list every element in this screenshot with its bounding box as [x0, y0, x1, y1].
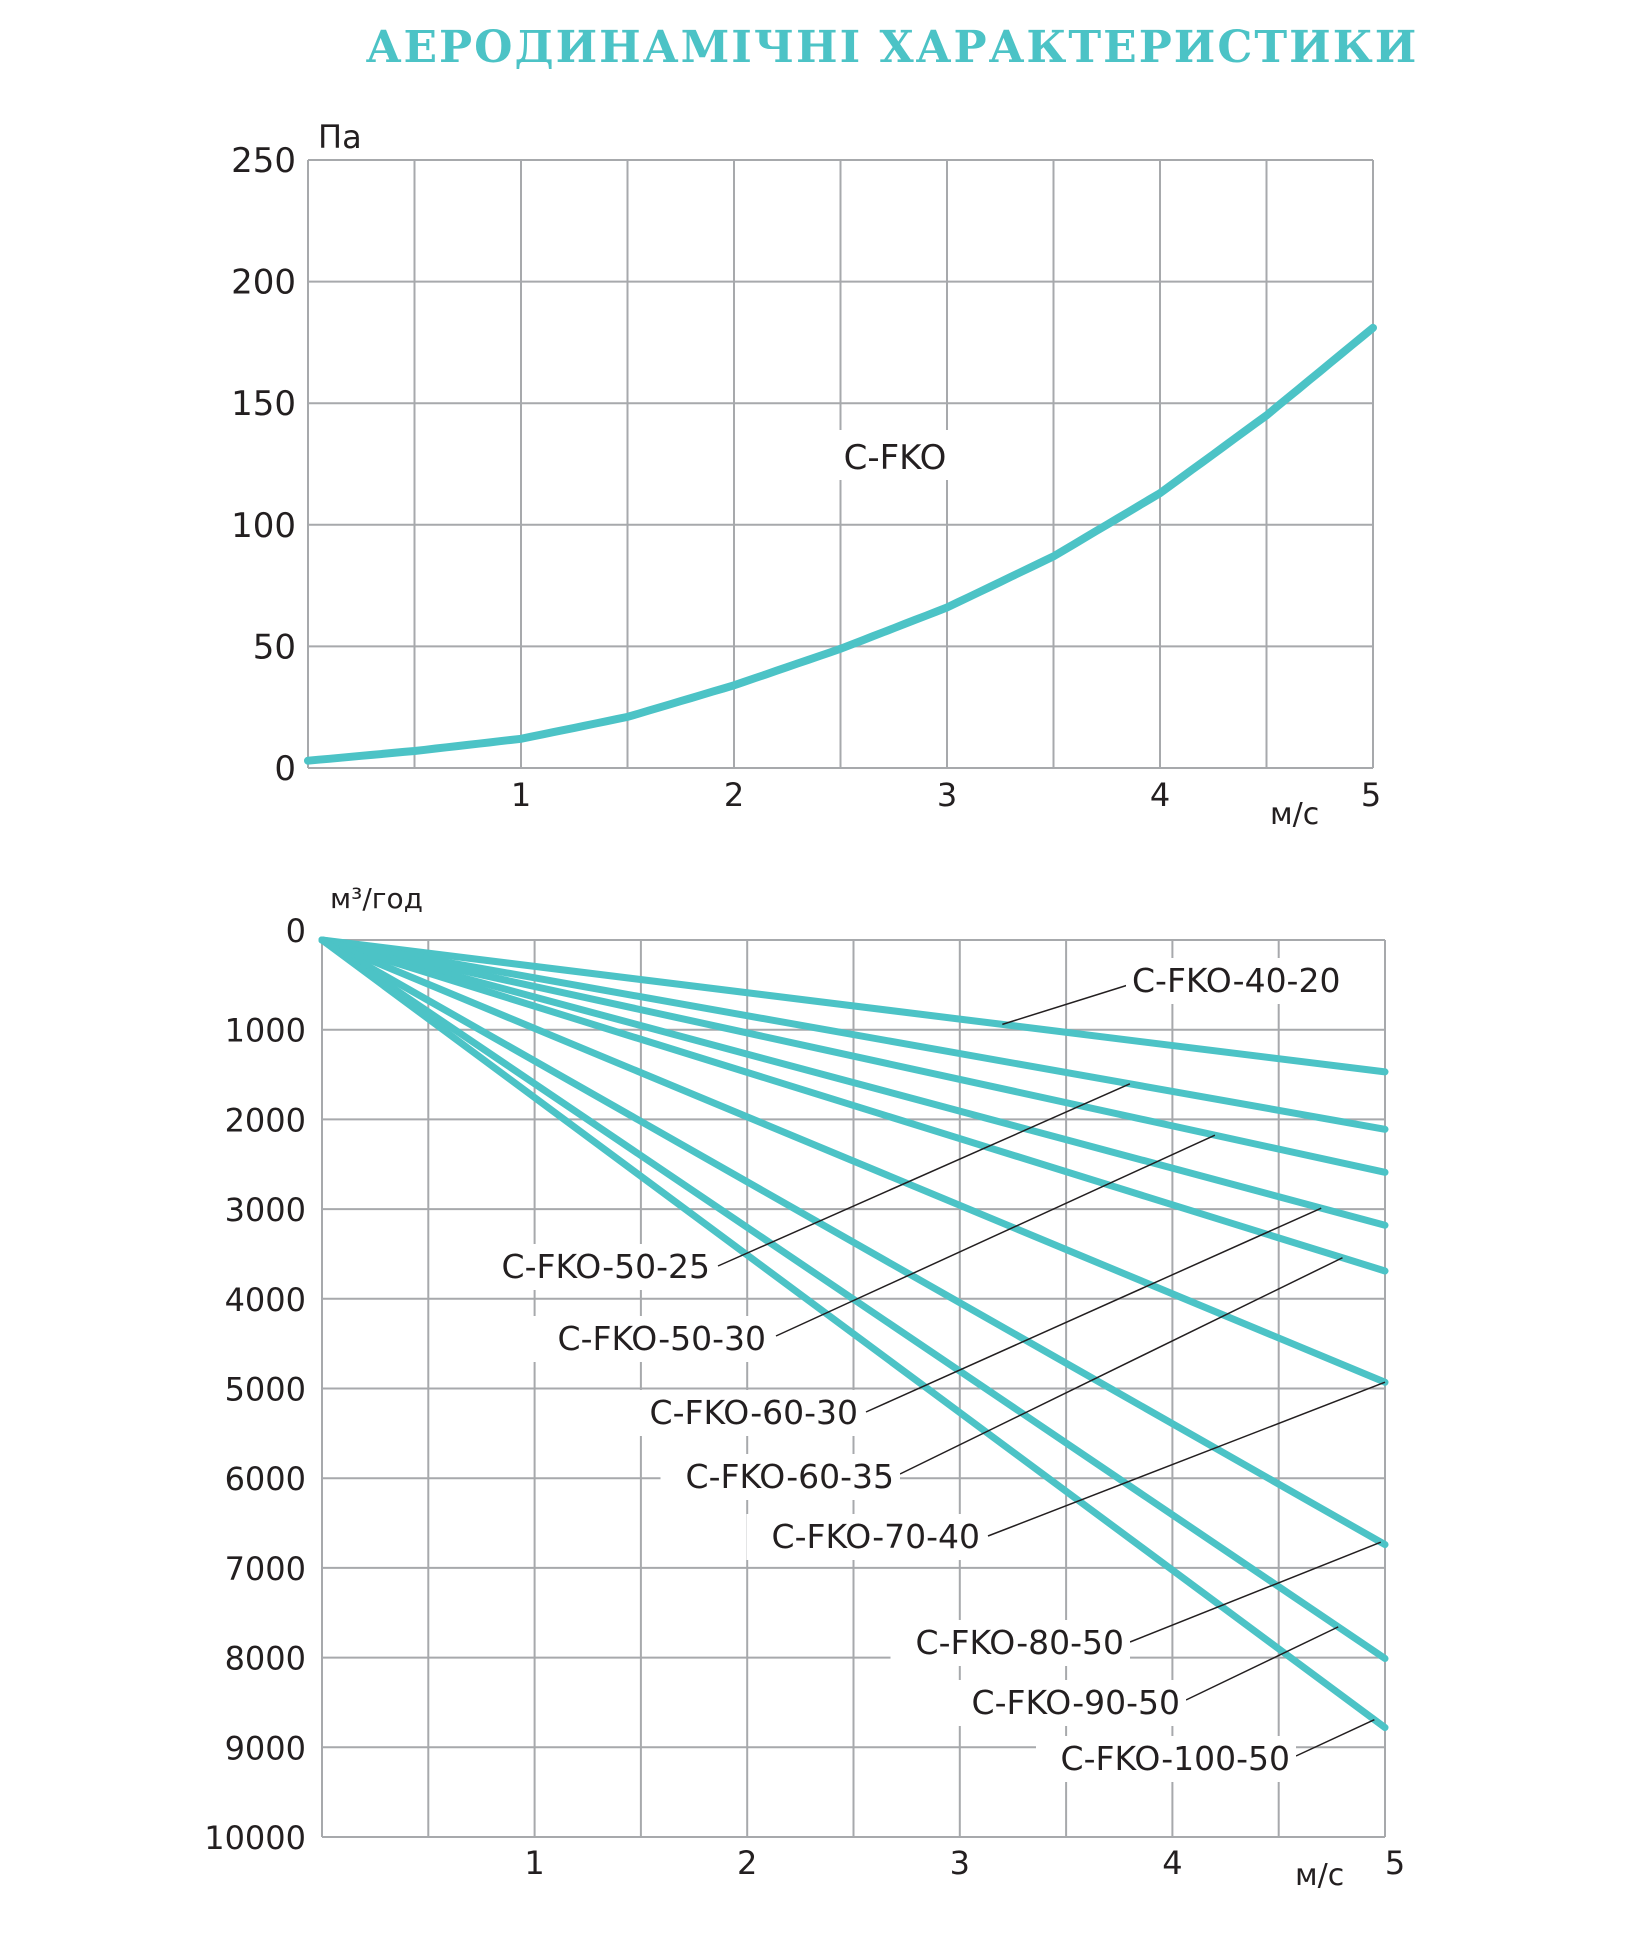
page-title: АЕРОДИНАМІЧНІ ХАРАКТЕРИСТИКИ [365, 22, 1419, 73]
y-tick-label: 3000 [225, 1191, 306, 1229]
y-tick-label: 4000 [225, 1281, 306, 1319]
series-label-c-fko-60-35: C-FKO-60-35 [686, 1457, 894, 1496]
series-label-background [660, 1454, 900, 1500]
series-line-c-fko-40-20 [318, 936, 1389, 1076]
y-axis-label: Па [318, 118, 362, 156]
series-line-c-fko-80-50 [318, 936, 1389, 1549]
x-tick-label: 2 [724, 776, 744, 814]
series-line-c-fko-60-35 [318, 936, 1389, 1275]
series-label-c-fko-90-50: C-FKO-90-50 [972, 1683, 1180, 1722]
series-label-background [476, 1244, 716, 1290]
series-label-c-fko-50-30: C-FKO-50-30 [558, 1319, 766, 1358]
leader-line-c-fko-60-30 [865, 1207, 1322, 1413]
leader-line-c-fko-100-50 [1295, 1719, 1375, 1757]
series-line-c-fko-50-30 [318, 936, 1389, 1176]
y-tick-label: 2000 [225, 1101, 306, 1139]
x-tick-label: 1 [511, 776, 531, 814]
series-label-background [890, 1620, 1130, 1666]
y-tick-label: 250 [231, 141, 296, 181]
leader-line-c-fko-50-30 [775, 1134, 1216, 1337]
y-tick-label: 0 [274, 749, 296, 789]
series-label-background [532, 1316, 772, 1362]
pressure-chart: 0 50 100 150 200 250 1 2 3 4 5 Па м/с C-FKO [231, 118, 1381, 830]
y-tick-label: 100 [231, 506, 296, 546]
series-line-c-fko-50-25 [318, 936, 1389, 1133]
leader-line-c-fko-90-50 [1185, 1626, 1339, 1701]
y-tick-label: 50 [253, 627, 296, 667]
x-tick-label: 5 [1361, 776, 1381, 814]
y-tick-label: 5000 [225, 1371, 306, 1409]
series-label-background [946, 1680, 1186, 1726]
series-label-background [833, 430, 957, 480]
series-label-c-fko-60-30: C-FKO-60-30 [650, 1393, 858, 1432]
x-axis-label: м/с [1270, 797, 1319, 830]
series-line-c-fko-70-40 [318, 936, 1389, 1386]
series-line-c-fko [304, 323, 1377, 765]
series-label-background [1126, 958, 1366, 1004]
series-line-c-fko-90-50 [318, 936, 1389, 1662]
y-tick-label: 1000 [225, 1012, 306, 1050]
x-tick-label: 3 [937, 776, 957, 814]
series-line-c-fko-100-50 [318, 936, 1389, 1732]
x-tick-label: 1 [524, 1844, 544, 1882]
leader-line-c-fko-70-40 [987, 1381, 1386, 1537]
y-tick-label: 0 [286, 912, 306, 950]
x-axis-label: м/с [1295, 1858, 1344, 1893]
y-axis-label: м³/год [330, 882, 423, 915]
leader-line-c-fko-50-25 [717, 1083, 1131, 1267]
series-label-c-fko-70-40: C-FKO-70-40 [772, 1517, 980, 1556]
y-tick-label: 10000 [204, 1819, 306, 1857]
y-tick-label: 9000 [225, 1729, 306, 1767]
y-tick-label: 7000 [225, 1550, 306, 1588]
x-tick-label: 2 [737, 1844, 757, 1882]
series-label-c-fko-50-25: C-FKO-50-25 [502, 1247, 710, 1286]
x-tick-label: 4 [1150, 776, 1170, 814]
y-tick-label: 8000 [225, 1640, 306, 1678]
leader-line-c-fko-40-20 [1002, 984, 1129, 1026]
series-label-c-fko-40-20: C-FKO-40-20 [1132, 961, 1340, 1000]
y-tick-label: 6000 [225, 1460, 306, 1498]
leader-line-c-fko-60-35 [899, 1257, 1343, 1475]
series-label-background [1036, 1736, 1296, 1782]
series-line-c-fko-60-30 [318, 936, 1389, 1229]
series-label-c-fko: C-FKO [844, 438, 947, 478]
y-tick-label: 200 [231, 263, 296, 303]
x-tick-label: 3 [950, 1844, 970, 1882]
x-tick-label: 4 [1162, 1844, 1182, 1882]
x-tick-label: 5 [1385, 1844, 1405, 1882]
y-tick-label: 150 [231, 384, 296, 424]
series-label-background [746, 1514, 986, 1560]
leader-line-c-fko-80-50 [1129, 1541, 1382, 1643]
series-label-background [624, 1390, 864, 1436]
series-label-c-fko-80-50: C-FKO-80-50 [916, 1623, 1124, 1662]
series-label-c-fko-100-50: C-FKO-100-50 [1061, 1739, 1290, 1778]
